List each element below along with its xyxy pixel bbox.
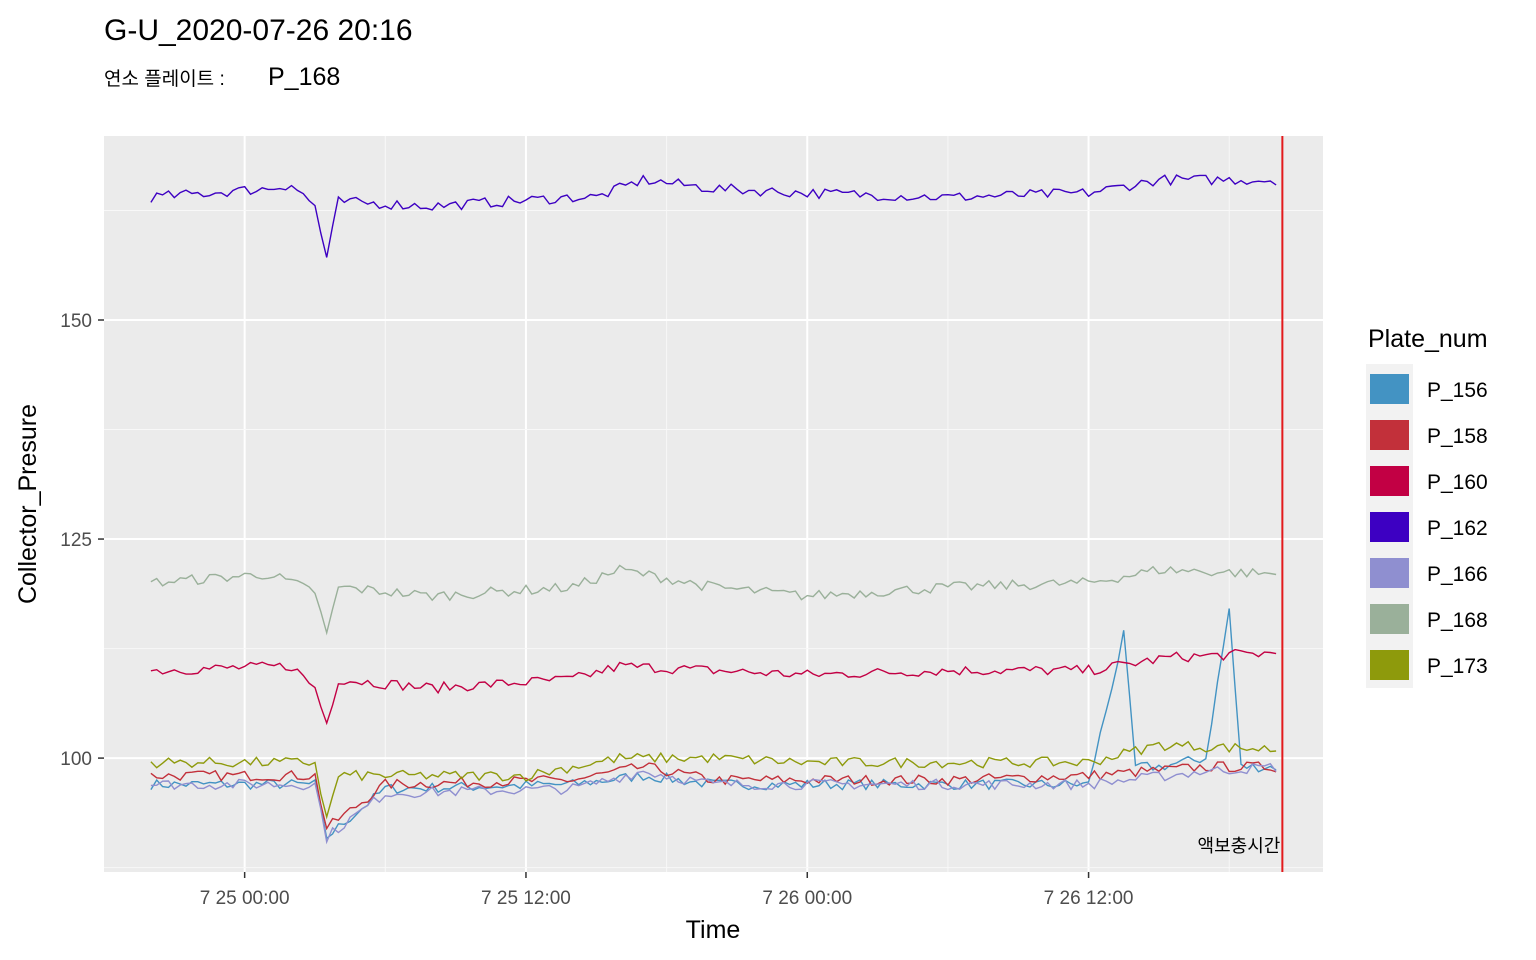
grid-lines — [104, 136, 1323, 872]
x-tick-label: 7 26 12:00 — [1044, 888, 1134, 909]
series-line-P_162 — [150, 174, 1277, 258]
axis-layer: 7 25 00:00 7 25 12:00 7 26 00:00 7 26 12:00… — [60, 311, 1133, 909]
x-tick-label: 7 26 00:00 — [762, 888, 852, 909]
legend-label-P_168: P_168 — [1427, 609, 1488, 632]
x-tick-label: 7 25 12:00 — [481, 888, 571, 909]
y-tick-label: 125 — [60, 530, 92, 551]
legend-key-P_162 — [1370, 512, 1409, 542]
series-line-P_173 — [150, 740, 1277, 820]
legend-label-P_173: P_173 — [1427, 655, 1488, 678]
legend-key-P_158 — [1370, 420, 1409, 450]
refill-time-label: 액보충시간 — [1198, 836, 1281, 856]
legend-label-P_160: P_160 — [1427, 471, 1488, 494]
x-tick-label: 7 25 00:00 — [200, 888, 290, 909]
legend: P_156 P_158 P_160 P_162 P_166 P_168 P_173 — [1370, 374, 1488, 680]
series-line-P_166 — [150, 762, 1277, 845]
annotation-layer: 액보충시간 — [1198, 136, 1284, 872]
legend-key-P_168 — [1370, 604, 1409, 634]
series-line-P_156 — [150, 608, 1277, 840]
legend-title: Plate_num — [1368, 325, 1488, 353]
y-tick-label: 100 — [60, 749, 92, 770]
legend-label-P_162: P_162 — [1427, 517, 1488, 540]
y-axis-title: Collector_Presure — [14, 404, 42, 604]
y-tick-label: 150 — [60, 311, 92, 332]
legend-key-P_160 — [1370, 466, 1409, 496]
x-axis-title: Time — [686, 916, 741, 944]
plot-panel — [104, 136, 1323, 872]
series-line-P_160 — [150, 648, 1277, 726]
legend-key-P_166 — [1370, 558, 1409, 588]
legend-label-P_166: P_166 — [1427, 563, 1488, 586]
chart-title: G-U_2020-07-26 20:16 — [104, 14, 413, 47]
legend-label-P_156: P_156 — [1427, 379, 1488, 402]
series-line-P_168 — [150, 564, 1277, 636]
legend-key-P_156 — [1370, 374, 1409, 404]
subtitle-label: 연소 플레이트 : — [104, 68, 225, 90]
legend-label-P_158: P_158 — [1427, 425, 1488, 448]
legend-key-P_173 — [1370, 650, 1409, 680]
series-layer — [150, 174, 1277, 845]
subtitle-value: P_168 — [268, 63, 340, 91]
